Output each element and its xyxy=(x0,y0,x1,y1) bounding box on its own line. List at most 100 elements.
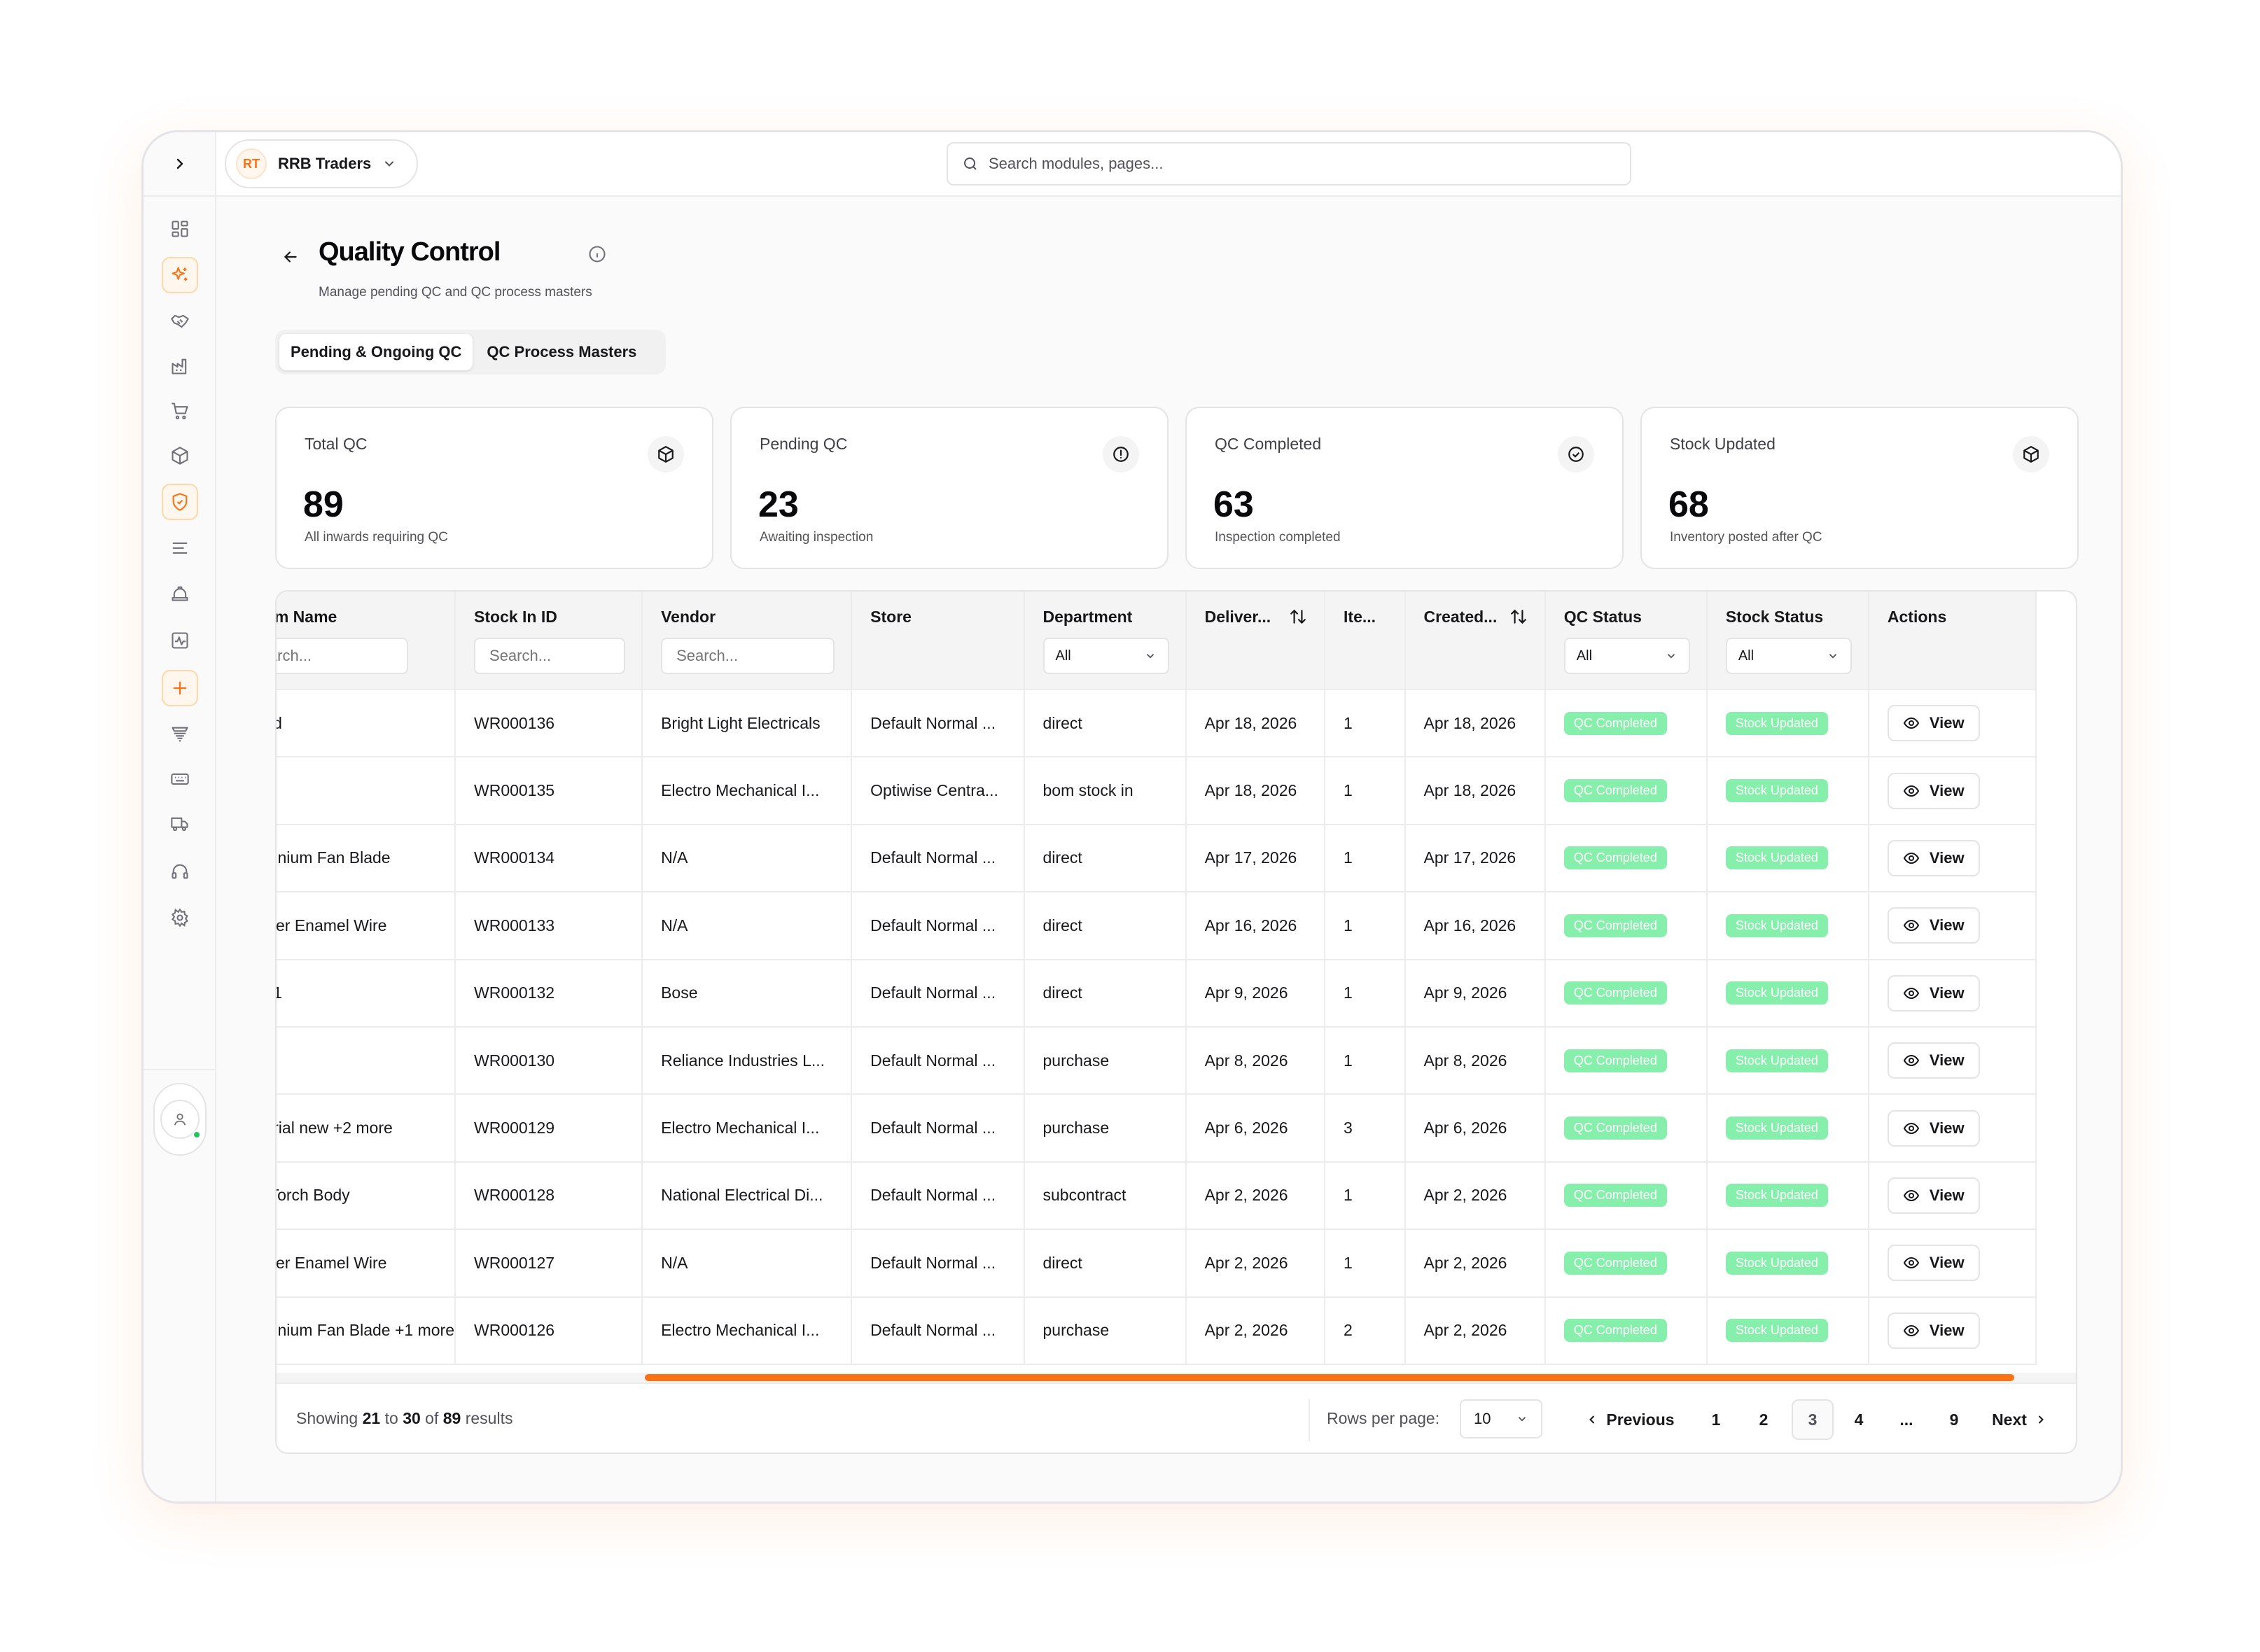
sidebar-item-reports[interactable] xyxy=(162,530,198,566)
view-button[interactable]: View xyxy=(1887,1312,1980,1349)
settings-icon xyxy=(172,908,188,927)
column-created-date[interactable]: Created... xyxy=(1404,592,1546,690)
qc-status-filter-select[interactable]: All xyxy=(1563,638,1690,674)
chevron-right-icon xyxy=(2038,1415,2044,1424)
sidebar-item-inventory[interactable] xyxy=(162,438,198,474)
table-row[interactable]: Item 1WR000132BoseDefault Normal ...dire… xyxy=(277,959,2037,1028)
page-subtitle: Manage pending QC and QC process masters xyxy=(319,285,592,300)
sort-icon[interactable] xyxy=(1289,608,1307,626)
back-button[interactable] xyxy=(277,243,305,271)
page-info-button[interactable] xyxy=(585,241,610,267)
page-button-2[interactable]: 2 xyxy=(1759,1410,1769,1429)
view-button-label: View xyxy=(1929,983,1965,1002)
cell-name: Aluminium Fan Blade +1 more xyxy=(277,1296,456,1365)
arrow-left-icon xyxy=(284,251,297,262)
stat-card-total-qc: Total QC 89 All inwards requiring QC xyxy=(275,407,713,569)
view-button[interactable]: View xyxy=(1887,907,1980,944)
cell-items: 1 xyxy=(1325,892,1406,960)
sidebar-item-support[interactable] xyxy=(162,853,198,890)
stock-in-search-input[interactable] xyxy=(474,638,626,674)
view-button[interactable]: View xyxy=(1887,839,1980,876)
stock-status-filter-select[interactable]: All xyxy=(1725,638,1852,674)
rows-per-page-select[interactable]: 10 xyxy=(1460,1399,1542,1438)
cell-actions: View xyxy=(1868,1161,2037,1231)
tab-qc-process-masters[interactable]: QC Process Masters xyxy=(487,343,637,360)
cell-name: Item 1 xyxy=(277,959,456,1028)
stat-description: Awaiting inspection xyxy=(760,530,874,545)
sidebar-item-dashboard[interactable] xyxy=(162,211,198,247)
vendor-search-input[interactable] xyxy=(661,638,835,674)
eye-icon xyxy=(1903,1055,1920,1067)
page-button-4[interactable]: 4 xyxy=(1854,1410,1864,1429)
view-button[interactable]: View xyxy=(1887,705,1980,742)
sidebar-item-dispatch[interactable] xyxy=(162,806,198,842)
sidebar-item-pos[interactable] xyxy=(162,761,198,797)
cell-vendor: Bose xyxy=(642,959,853,1028)
eye-icon xyxy=(1903,718,1920,729)
sidebar-item-analytics[interactable] xyxy=(162,622,198,659)
previous-page-button[interactable]: Previous xyxy=(1580,1399,1680,1440)
table-row[interactable]: Aluminium Fan Blade +1 moreWR000126Elect… xyxy=(277,1296,2037,1365)
table-row[interactable]: ShieldWR000136Bright Light ElectricalsDe… xyxy=(277,690,2037,758)
sidebar-item-settings[interactable] xyxy=(162,899,198,936)
next-page-button[interactable]: Next xyxy=(1985,1399,2055,1440)
item-name-search-input[interactable] xyxy=(277,638,408,674)
stock-status-badge: Stock Updated xyxy=(1725,846,1828,870)
sidebar xyxy=(144,132,216,1502)
tab-pending-ongoing-qc[interactable]: Pending & Ongoing QC xyxy=(279,334,473,370)
page-button-3-current[interactable]: 3 xyxy=(1792,1399,1834,1440)
horizontal-scrollbar-thumb[interactable] xyxy=(645,1374,2014,1381)
sidebar-item-partners[interactable] xyxy=(162,303,198,340)
cell-items: 1 xyxy=(1325,757,1406,825)
sidebar-item-production[interactable] xyxy=(162,716,198,752)
column-delivery-date[interactable]: Deliver... xyxy=(1185,592,1326,690)
cell-name: Copper Enamel Wire xyxy=(277,892,456,960)
search-input[interactable] xyxy=(989,155,1605,173)
table-row[interactable]: WR000135 Electro Mechanical I... Optiwise … xyxy=(277,757,2037,825)
page-button-9[interactable]: 9 xyxy=(1949,1410,1959,1429)
table-row[interactable]: WR000130 Reliance Industries L... Default … xyxy=(277,1026,2037,1096)
cell-qc-status: QC Completed xyxy=(1544,1026,1708,1096)
stat-description: Inventory posted after QC xyxy=(1670,530,1822,545)
cell-actions: View xyxy=(1868,959,2037,1028)
view-button[interactable]: View xyxy=(1887,1110,1980,1147)
page-button-1[interactable]: 1 xyxy=(1711,1410,1721,1429)
truck-icon xyxy=(171,817,188,832)
stat-card-qc-completed: QC Completed 63 Inspection completed xyxy=(1185,407,1624,569)
sidebar-item-quality-control[interactable] xyxy=(162,484,198,520)
cell-delivery: Apr 9, 2026 xyxy=(1185,959,1326,1028)
dashboard-icon xyxy=(172,220,188,237)
cell-qc-status: QC Completed xyxy=(1544,1094,1708,1163)
view-button[interactable]: View xyxy=(1887,1245,1980,1282)
column-stock-in-id: Stock In ID xyxy=(455,592,643,690)
view-button[interactable]: View xyxy=(1887,1042,1980,1079)
user-menu-button[interactable] xyxy=(153,1083,207,1156)
stock-status-badge: Stock Updated xyxy=(1725,913,1828,937)
sidebar-item-workforce[interactable] xyxy=(162,575,198,611)
sidebar-item-add[interactable] xyxy=(162,670,198,706)
sort-icon[interactable] xyxy=(1509,608,1528,626)
view-button[interactable]: View xyxy=(1887,974,1980,1011)
company-switcher[interactable]: RT RRB Traders xyxy=(225,139,418,188)
sidebar-toggle-button[interactable] xyxy=(144,132,216,197)
cell-store: Default Normal ... xyxy=(851,1161,1025,1231)
cell-department: purchase xyxy=(1024,1296,1187,1365)
package-icon xyxy=(172,447,188,465)
cell-name: Copper Enamel Wire xyxy=(277,1229,456,1298)
view-button-label: View xyxy=(1929,1051,1965,1070)
view-button[interactable]: View xyxy=(1887,772,1980,809)
column-vendor: Vendor xyxy=(642,592,853,690)
global-search xyxy=(947,142,1631,186)
qc-table: Item Name Stock In ID Vendor Store xyxy=(277,592,2037,1365)
department-filter-select[interactable]: All xyxy=(1042,638,1169,674)
view-button[interactable]: View xyxy=(1887,1177,1980,1214)
sidebar-item-ai[interactable] xyxy=(162,257,198,293)
sidebar-item-purchase[interactable] xyxy=(162,393,198,429)
chevron-down-icon xyxy=(385,161,394,167)
sidebar-item-factory[interactable] xyxy=(162,348,198,384)
